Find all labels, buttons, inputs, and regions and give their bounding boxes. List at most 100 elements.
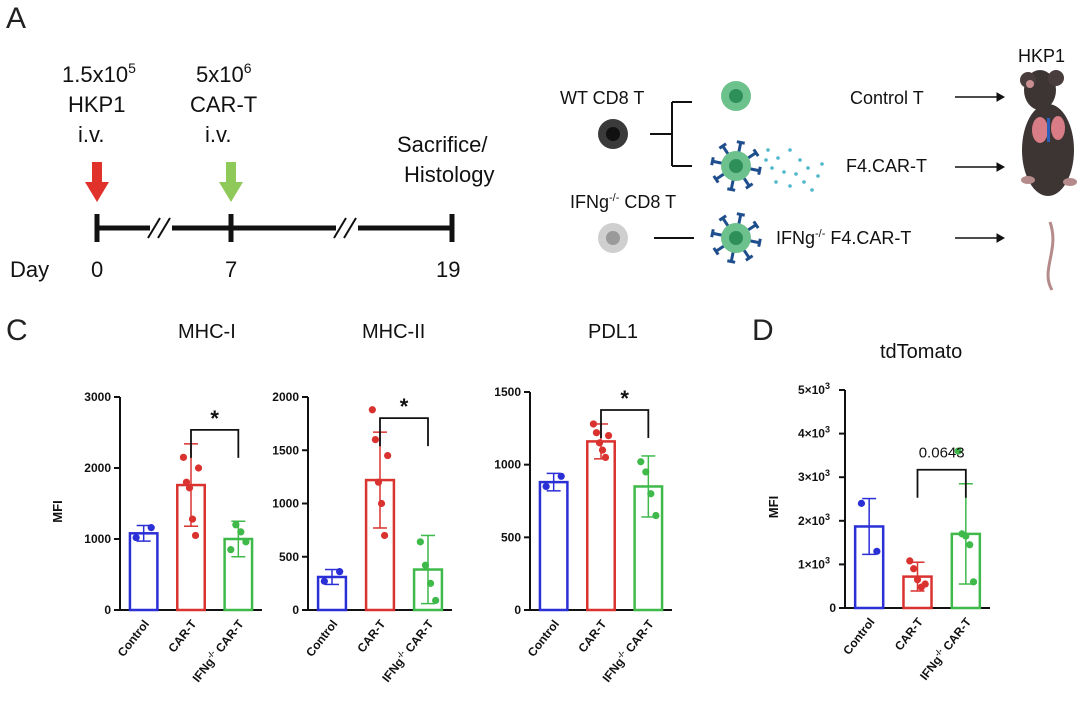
y-tick-label: 500: [279, 550, 299, 564]
data-point: [595, 439, 604, 447]
data-point: [132, 533, 140, 542]
data-point: [913, 576, 922, 584]
y-tick-label: 1000: [84, 532, 111, 546]
data-point: [542, 482, 550, 491]
data-point: [557, 472, 565, 480]
significance-label: *: [620, 386, 629, 411]
error-bar: [862, 497, 877, 556]
y-tick-label: 0: [514, 603, 521, 617]
ifng-cloud-icon: [764, 148, 824, 192]
y-tick-label: 1500: [272, 443, 299, 457]
data-point: [336, 568, 344, 576]
data-point: [191, 531, 200, 540]
data-point: [969, 578, 978, 586]
day-19: 19: [436, 257, 460, 282]
error-bar: [546, 472, 561, 492]
panel-letter-d: D: [752, 314, 774, 347]
outcome-arrows: [955, 92, 1006, 243]
category-label: Control: [840, 615, 877, 657]
data-point: [232, 521, 240, 529]
chart-title: MHC-I: [178, 321, 236, 343]
day-label: Day: [10, 257, 49, 282]
data-point: [652, 511, 660, 520]
branch-connector: [650, 101, 692, 167]
significance-bracket: [600, 409, 650, 438]
data-point: [601, 453, 610, 461]
y-tick-label: 0: [104, 603, 111, 617]
ko-cd8-cell-icon: [598, 223, 628, 253]
data-point: [227, 546, 235, 554]
data-point: [966, 541, 974, 549]
data-point: [188, 515, 197, 523]
inject2-dose: 5x106: [196, 60, 252, 87]
significance-bracket: [379, 417, 429, 447]
significance-bracket: [916, 468, 967, 498]
axis-break-1: [147, 217, 172, 239]
category-label: CAR-T: [575, 617, 609, 656]
data-point: [873, 547, 881, 555]
data-point: [604, 432, 613, 440]
y-tick-label: 1000: [494, 458, 521, 472]
data-point: [371, 436, 380, 444]
data-point: [185, 484, 194, 492]
significance-label: *: [210, 406, 219, 431]
data-point: [377, 499, 386, 508]
data-point: [910, 565, 918, 573]
category-label: Control: [525, 617, 562, 659]
chart-title: MHC-II: [362, 321, 425, 343]
panel-letter-a: A: [6, 2, 26, 35]
bar-1: [538, 480, 569, 612]
bar-2: [586, 440, 616, 612]
error-bar: [325, 568, 339, 586]
data-point: [368, 406, 376, 414]
data-point: [598, 446, 607, 454]
y-tick-label: 2000: [272, 390, 299, 404]
inject2-cell: CAR-T: [190, 92, 257, 117]
inject1-route: i.v.: [78, 122, 104, 147]
panel-letter-c: C: [6, 314, 28, 347]
y-tick-label: 3×103: [798, 468, 830, 484]
chart-title: tdTomato: [880, 341, 962, 363]
chart-title: PDL1: [588, 321, 638, 343]
inject2-route: i.v.: [205, 122, 231, 147]
data-point: [374, 478, 383, 486]
y-tick-label: 3000: [84, 390, 111, 404]
data-point: [906, 557, 914, 565]
end-label-1: Sacrifice/: [397, 132, 488, 157]
red-arrow-icon: [85, 162, 109, 202]
y-tick-label: 1000: [272, 497, 299, 511]
panel-a: A 1.5x105 HKP1 i.v. 5x106 CAR-T i.v. Sac…: [6, 2, 1077, 291]
category-label: CAR-T: [165, 617, 199, 656]
data-point: [647, 490, 655, 498]
outcome-control-t: Control T: [850, 88, 924, 108]
data-point: [384, 451, 392, 460]
timeline: [94, 214, 455, 242]
y-tick-label: 1500: [494, 385, 521, 399]
ko-cd8-label: IFNg-/- CD8 T: [570, 192, 676, 212]
error-bar: [421, 534, 435, 605]
control-t-cell-icon: [721, 81, 751, 111]
bar-1: [128, 532, 159, 612]
data-point: [921, 580, 929, 588]
data-point: [962, 532, 970, 540]
day-0: 0: [91, 257, 103, 282]
wt-cd8-label: WT CD8 T: [560, 88, 644, 108]
significance-label: *: [400, 394, 409, 419]
data-point: [237, 528, 245, 536]
data-point: [147, 524, 155, 532]
data-point: [380, 531, 389, 540]
mouse-icon: [1020, 70, 1077, 291]
category-label: Control: [303, 617, 340, 659]
inject1-dose: 1.5x105: [62, 60, 136, 87]
significance-bracket: [190, 428, 240, 458]
y-tick-label: 1×103: [798, 555, 830, 571]
data-point: [421, 561, 430, 569]
inject1-cell: HKP1: [68, 92, 125, 117]
data-point: [637, 458, 645, 466]
data-point: [194, 464, 203, 472]
green-arrow-icon: [219, 162, 243, 202]
data-point: [589, 420, 598, 428]
data-point: [416, 538, 424, 546]
data-point: [320, 577, 328, 585]
